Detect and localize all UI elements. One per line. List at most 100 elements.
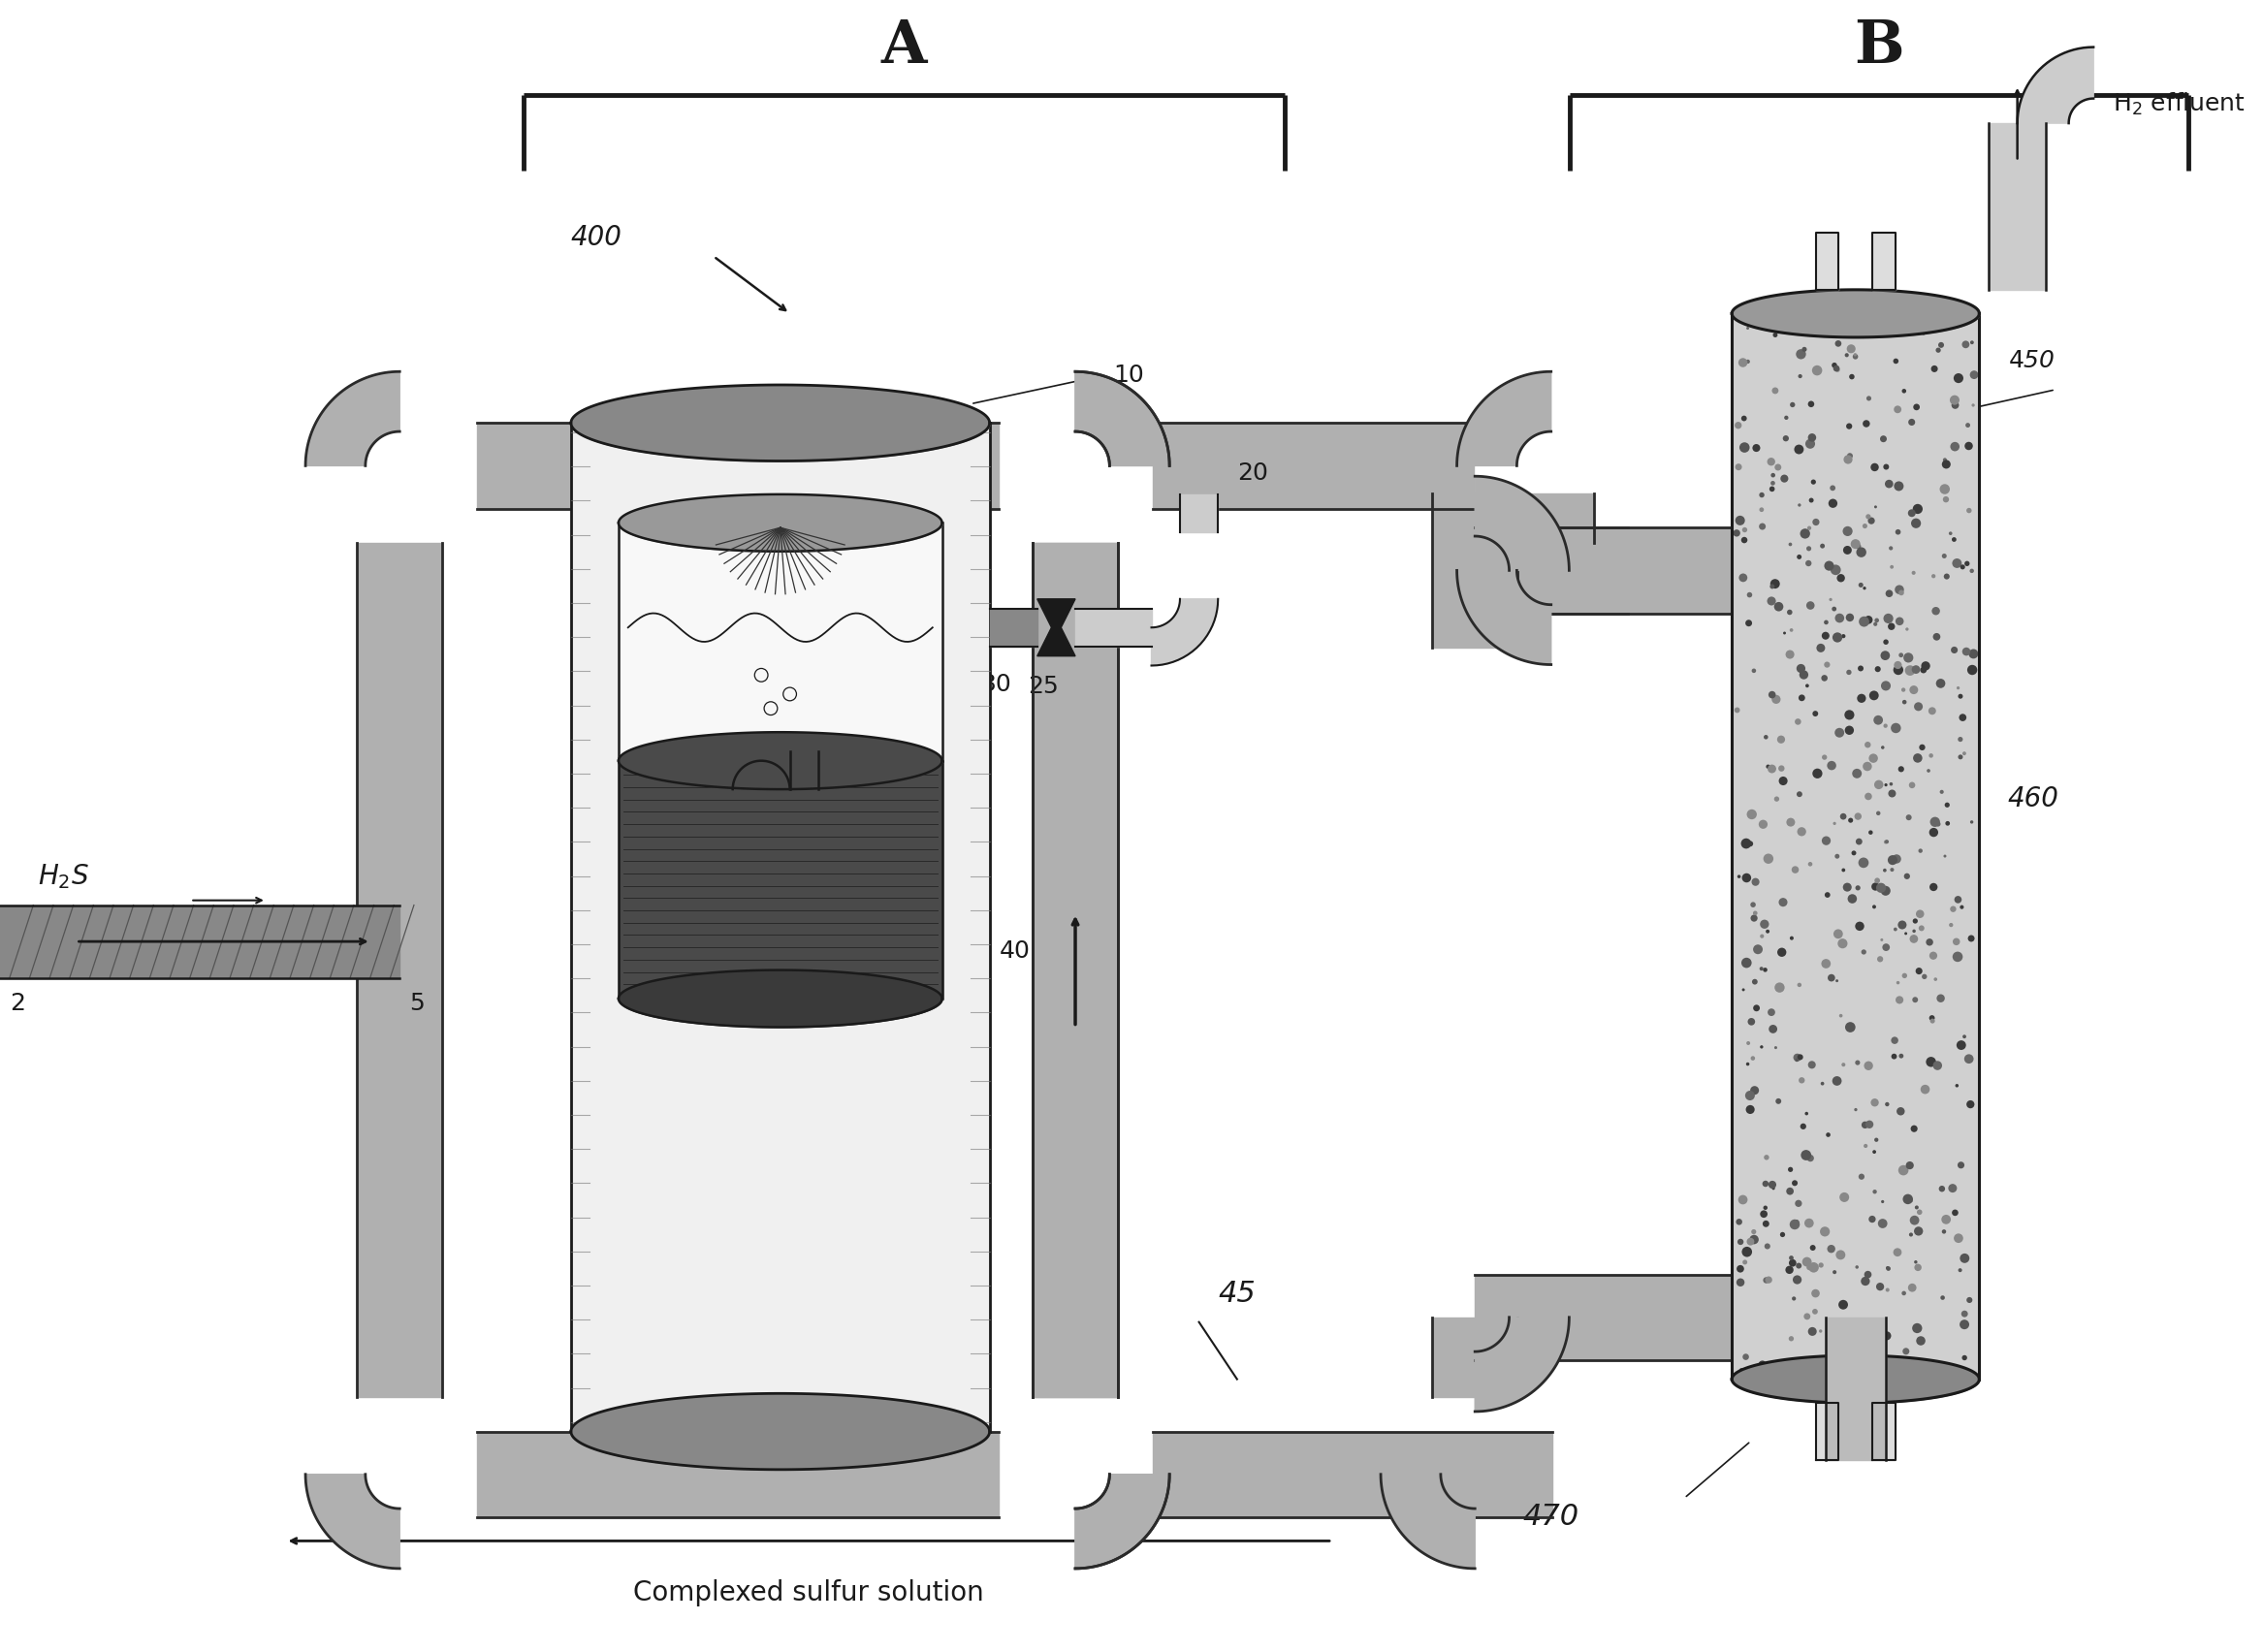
Circle shape [1747, 1062, 1749, 1066]
Circle shape [1844, 710, 1853, 720]
Circle shape [1876, 811, 1881, 816]
Circle shape [1912, 996, 1919, 1003]
Circle shape [1840, 1193, 1849, 1203]
Circle shape [1874, 618, 1878, 623]
Circle shape [1948, 316, 1957, 324]
Circle shape [1840, 813, 1847, 819]
Circle shape [1763, 968, 1767, 971]
Circle shape [1833, 928, 1842, 938]
Circle shape [1808, 1262, 1819, 1272]
Circle shape [1964, 441, 1973, 449]
Circle shape [1858, 616, 1869, 626]
Circle shape [1817, 644, 1826, 653]
Text: 30: 30 [980, 672, 1012, 695]
Circle shape [1824, 562, 1833, 570]
Circle shape [1951, 443, 1960, 451]
Circle shape [1783, 631, 1786, 634]
Circle shape [1847, 423, 1851, 430]
Circle shape [1808, 1061, 1815, 1069]
Circle shape [1885, 783, 1887, 786]
Circle shape [1745, 620, 1752, 626]
Circle shape [1905, 666, 1914, 676]
Circle shape [1935, 821, 1942, 826]
Circle shape [1754, 910, 1758, 915]
Circle shape [1858, 583, 1862, 588]
Circle shape [1740, 416, 1747, 421]
Circle shape [1754, 1004, 1761, 1011]
Circle shape [1869, 753, 1878, 763]
Circle shape [1767, 596, 1776, 605]
Circle shape [1738, 1239, 1743, 1246]
Circle shape [1743, 1260, 1747, 1265]
Polygon shape [1152, 600, 1217, 666]
Circle shape [1822, 755, 1826, 760]
Circle shape [1908, 1284, 1917, 1292]
Circle shape [1788, 542, 1792, 547]
Polygon shape [1075, 1474, 1170, 1568]
Circle shape [1853, 354, 1858, 360]
Circle shape [1747, 841, 1754, 846]
Circle shape [1786, 649, 1795, 659]
Polygon shape [1457, 570, 1550, 664]
Polygon shape [1475, 527, 1627, 613]
Circle shape [1858, 322, 1865, 327]
Polygon shape [306, 372, 401, 466]
Circle shape [1890, 547, 1892, 550]
Circle shape [1806, 439, 1815, 449]
Circle shape [1860, 1277, 1869, 1285]
Circle shape [1883, 869, 1887, 872]
Circle shape [1914, 702, 1924, 710]
Circle shape [1874, 1138, 1878, 1142]
Circle shape [1933, 1061, 1942, 1070]
Circle shape [1890, 867, 1894, 872]
Circle shape [1792, 1297, 1797, 1300]
Circle shape [1865, 1270, 1872, 1279]
Circle shape [1899, 767, 1903, 771]
Circle shape [1872, 1150, 1876, 1153]
Circle shape [1826, 762, 1835, 770]
Circle shape [1767, 765, 1776, 773]
Circle shape [1878, 1219, 1887, 1227]
Circle shape [1935, 1365, 1942, 1373]
Circle shape [1770, 578, 1781, 588]
Circle shape [1894, 358, 1899, 363]
Polygon shape [477, 423, 998, 509]
Circle shape [1865, 1120, 1874, 1128]
Circle shape [1890, 783, 1892, 786]
Circle shape [1849, 373, 1856, 380]
Circle shape [1754, 945, 1763, 955]
Text: $\mathsf{4}$50: $\mathsf{4}$50 [2007, 350, 2055, 373]
Circle shape [1738, 1194, 1747, 1204]
Circle shape [1813, 519, 1819, 525]
Circle shape [1842, 545, 1851, 555]
Circle shape [1962, 1355, 1967, 1360]
Circle shape [1901, 1290, 1905, 1295]
Circle shape [1919, 849, 1924, 852]
Polygon shape [2016, 48, 2093, 124]
Circle shape [1813, 768, 1822, 778]
Circle shape [1763, 1277, 1770, 1284]
Circle shape [1876, 957, 1883, 961]
Circle shape [1761, 1211, 1767, 1218]
Circle shape [1795, 1059, 1799, 1062]
Circle shape [1869, 1346, 1876, 1353]
Circle shape [1887, 623, 1894, 629]
Circle shape [1903, 1348, 1910, 1355]
Circle shape [1939, 1295, 1944, 1300]
Circle shape [1765, 1277, 1772, 1284]
Circle shape [1786, 1265, 1795, 1274]
Circle shape [1874, 780, 1883, 790]
Circle shape [1749, 1236, 1758, 1244]
Circle shape [1962, 1034, 1967, 1039]
Circle shape [1865, 742, 1872, 748]
Circle shape [1810, 1289, 1819, 1297]
Circle shape [1928, 1016, 1935, 1021]
Circle shape [1797, 664, 1806, 672]
Circle shape [1885, 839, 1890, 844]
Circle shape [1860, 950, 1867, 955]
Circle shape [1801, 1257, 1813, 1267]
Circle shape [1921, 330, 1926, 335]
Circle shape [1903, 653, 1912, 662]
Circle shape [1795, 1199, 1801, 1208]
Circle shape [1772, 695, 1781, 704]
